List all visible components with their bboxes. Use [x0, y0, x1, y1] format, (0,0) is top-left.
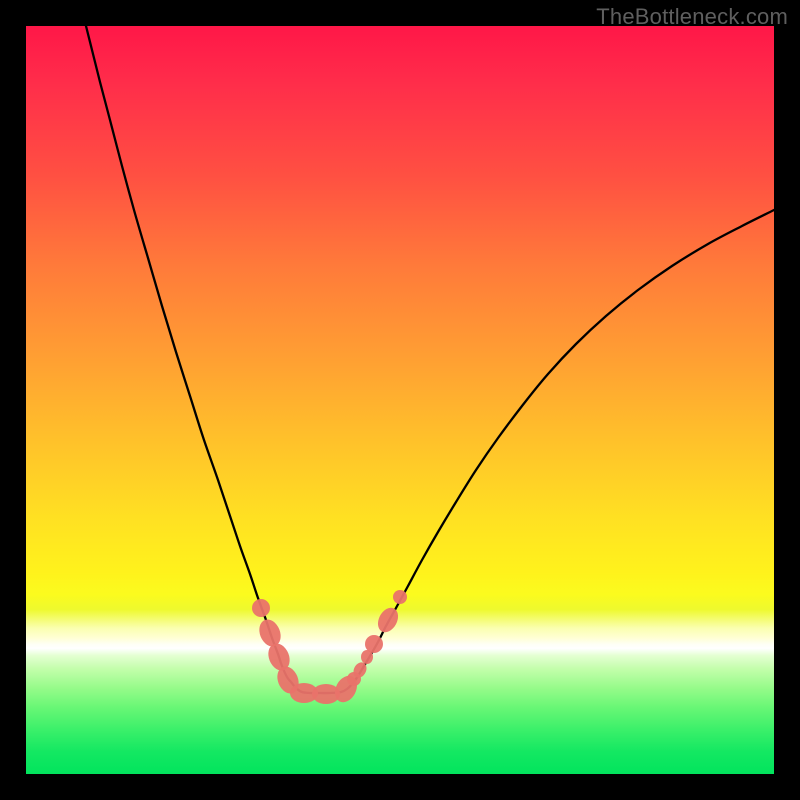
watermark-text: TheBottleneck.com — [596, 4, 788, 30]
plot-frame — [26, 26, 774, 774]
gradient-background — [26, 26, 774, 774]
